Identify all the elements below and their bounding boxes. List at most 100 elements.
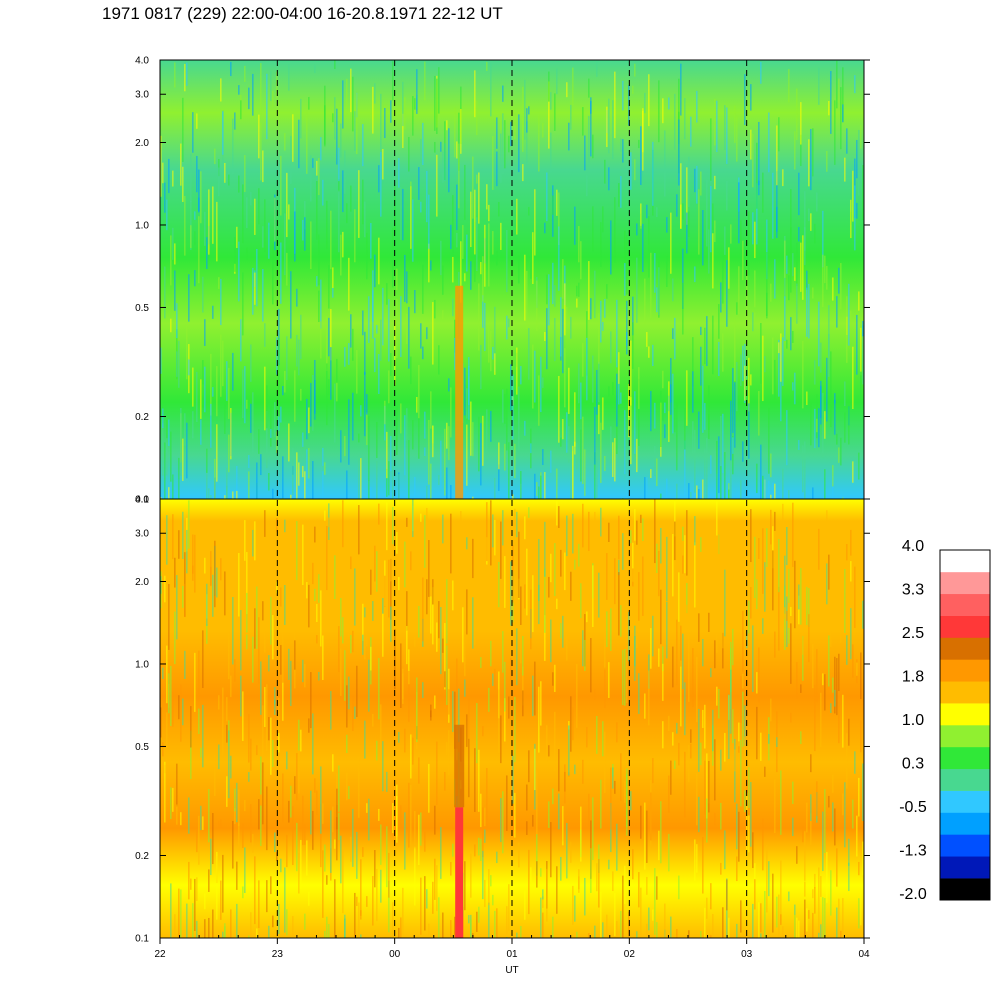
- heatmap-streak: [410, 551, 412, 571]
- heatmap-streak: [480, 344, 482, 390]
- heatmap-streak: [558, 226, 560, 291]
- colorbar-label: 1.0: [902, 712, 924, 729]
- heatmap-streak: [268, 655, 270, 672]
- heatmap-streak: [188, 500, 190, 549]
- heatmap-streak: [192, 367, 194, 407]
- heatmap-streak: [540, 681, 542, 726]
- heatmap-streak: [178, 340, 180, 388]
- heatmap-streak: [508, 884, 510, 932]
- heatmap-streak: [280, 858, 282, 873]
- heatmap-streak: [476, 911, 478, 932]
- heatmap-streak: [558, 192, 560, 246]
- heatmap-streak: [334, 839, 336, 849]
- heatmap-streak: [620, 138, 622, 152]
- heatmap-streak: [196, 877, 198, 901]
- heatmap-streak: [732, 437, 734, 454]
- heatmap-streak: [728, 694, 730, 759]
- heatmap-streak: [514, 113, 516, 140]
- heatmap-streak: [282, 773, 284, 823]
- heatmap-streak: [526, 784, 528, 811]
- heatmap-streak: [274, 700, 276, 715]
- heatmap-streak: [290, 271, 292, 339]
- heatmap-streak: [738, 182, 740, 244]
- heatmap-streak: [542, 377, 544, 388]
- heatmap-streak: [260, 454, 262, 476]
- heatmap-streak: [340, 123, 342, 158]
- heatmap-streak: [814, 408, 816, 449]
- heatmap-streak: [264, 510, 266, 537]
- heatmap-streak: [702, 709, 704, 728]
- heatmap-streak: [690, 578, 692, 634]
- heatmap-streak: [454, 691, 456, 749]
- heatmap-streak: [286, 336, 288, 381]
- heatmap-streak: [832, 802, 834, 832]
- heatmap-streak: [350, 556, 352, 570]
- heatmap-streak: [266, 73, 268, 140]
- heatmap-streak: [804, 831, 806, 881]
- heatmap-streak: [824, 411, 826, 439]
- heatmap-streak: [678, 119, 680, 186]
- heatmap-streak: [550, 553, 552, 583]
- heatmap-streak: [260, 122, 262, 181]
- heatmap-streak: [598, 844, 600, 873]
- heatmap-streak: [284, 133, 286, 151]
- heatmap-streak: [230, 675, 232, 698]
- heatmap-streak: [428, 763, 430, 813]
- heatmap-streak: [262, 150, 264, 183]
- heatmap-streak: [778, 586, 780, 651]
- heatmap-streak: [542, 912, 544, 938]
- heatmap-streak: [198, 169, 200, 213]
- heatmap-streak: [624, 230, 626, 280]
- heatmap-streak: [448, 426, 450, 461]
- heatmap-streak: [726, 107, 728, 164]
- heatmap-streak: [292, 114, 294, 162]
- heatmap-streak: [508, 318, 510, 328]
- heatmap-streak: [536, 834, 538, 876]
- heatmap-streak: [724, 452, 726, 499]
- heatmap-streak: [570, 841, 572, 863]
- heatmap-streak: [316, 790, 318, 816]
- heatmap-streak: [342, 170, 344, 213]
- heatmap-streak: [470, 191, 472, 247]
- heatmap-streak: [356, 93, 358, 155]
- heatmap-streak: [434, 695, 436, 709]
- heatmap-streak: [564, 283, 566, 336]
- heatmap-streak: [198, 650, 200, 700]
- heatmap-streak: [280, 155, 282, 216]
- heatmap-streak: [412, 737, 414, 765]
- heatmap-streak: [560, 623, 562, 639]
- heatmap-streak: [382, 598, 384, 614]
- heatmap-streak: [298, 339, 300, 376]
- heatmap-streak: [796, 662, 798, 699]
- heatmap-streak: [704, 403, 706, 430]
- heatmap-streak: [246, 197, 248, 229]
- heatmap-streak: [572, 707, 574, 741]
- heatmap-streak: [422, 682, 424, 698]
- heatmap-streak: [412, 420, 414, 450]
- heatmap-streak: [472, 422, 474, 457]
- heatmap-streak: [706, 798, 708, 843]
- heatmap-streak: [844, 782, 846, 848]
- heatmap-streak: [390, 558, 392, 620]
- heatmap-streak: [272, 740, 274, 767]
- heatmap-streak: [664, 532, 666, 582]
- heatmap-streak: [802, 340, 804, 409]
- heatmap-streak: [586, 611, 588, 623]
- heatmap-streak: [212, 909, 214, 938]
- heatmap-streak: [324, 844, 326, 872]
- heatmap-streak: [414, 98, 416, 110]
- heatmap-streak: [420, 139, 422, 163]
- heatmap-streak: [476, 174, 478, 184]
- heatmap-streak: [622, 533, 624, 570]
- heatmap-streak: [410, 784, 412, 846]
- heatmap-streak: [508, 135, 510, 153]
- heatmap-streak: [796, 846, 798, 864]
- heatmap-streak: [820, 385, 822, 418]
- colorbar-segment: [940, 856, 990, 879]
- heatmap-streak: [320, 321, 322, 359]
- heatmap-streak: [162, 595, 164, 626]
- heatmap-streak: [824, 789, 826, 854]
- heatmap-streak: [250, 738, 252, 771]
- heatmap-streak: [166, 645, 168, 704]
- heatmap-streak: [582, 630, 584, 667]
